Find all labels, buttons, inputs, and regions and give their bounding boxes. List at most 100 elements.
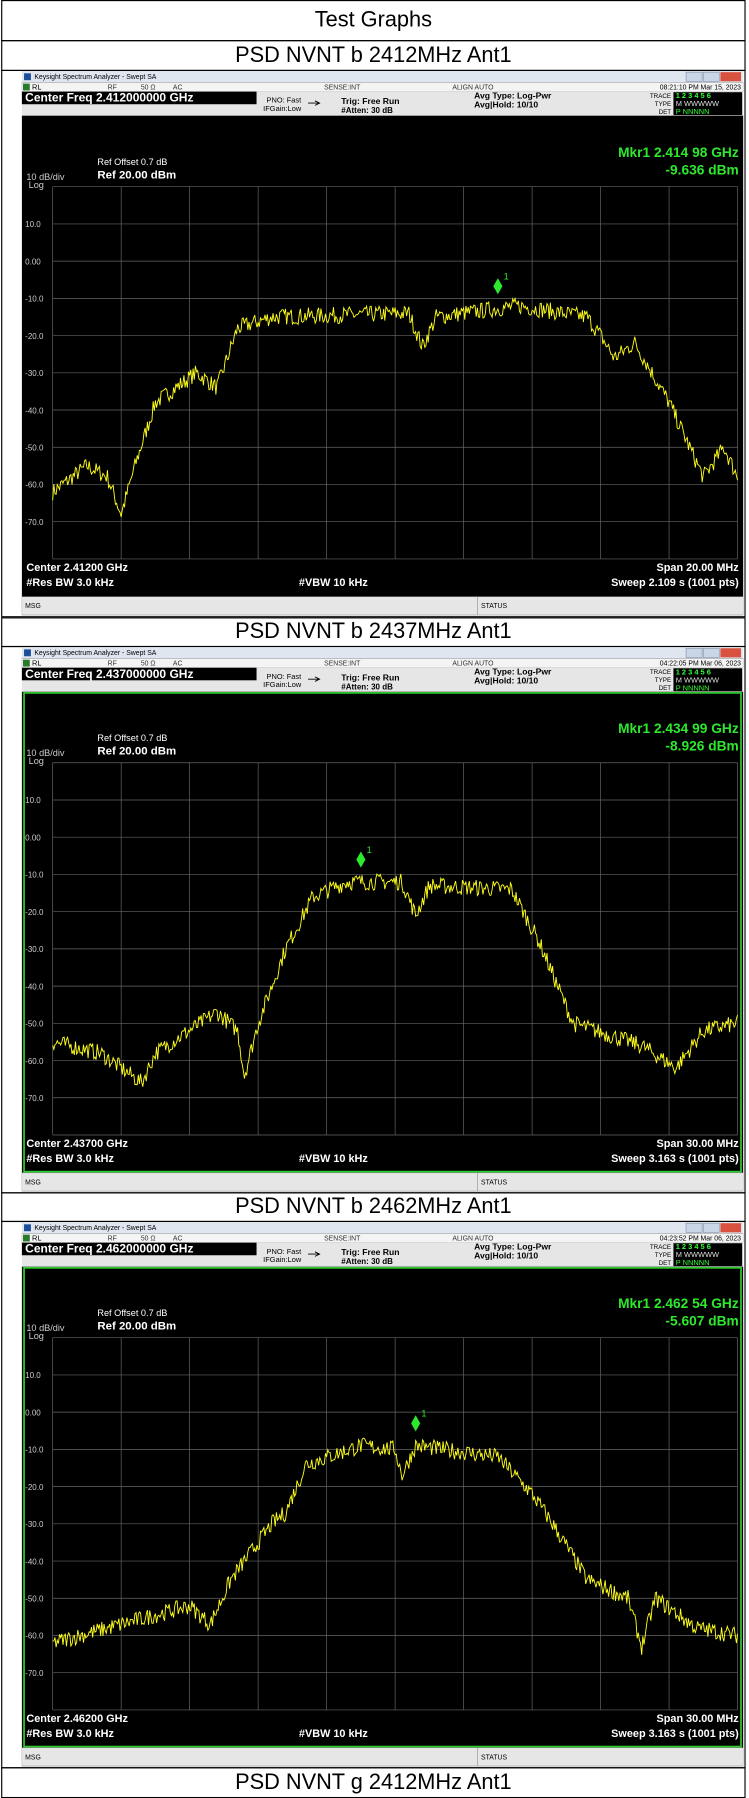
det-vals: P NNNNN <box>676 1258 710 1267</box>
msg: MSG <box>25 1754 41 1761</box>
status: STATUS <box>481 1179 507 1186</box>
scale-div: 10 dB/div <box>26 748 65 758</box>
status-icon <box>22 659 30 667</box>
type-label: TYPE <box>655 101 671 108</box>
title: Test Graphs <box>314 8 433 33</box>
scale-labels.1: 0.00 <box>25 1408 41 1417</box>
det-vals: P NNNNN <box>676 107 710 116</box>
app-title: Keysight Spectrum Analyzer - Swept SA <box>34 650 156 657</box>
center-freq: Center Freq 2.462000000 GHz <box>25 1242 193 1256</box>
rbw: #Res BW 3.0 kHz <box>26 1153 114 1165</box>
message-bar <box>21 596 744 616</box>
det-label: DET <box>659 1260 672 1267</box>
trigger-icon <box>308 676 321 682</box>
trace-nums: 1 2 3 4 5 6 <box>676 667 711 676</box>
graph-area <box>21 115 744 597</box>
center-freq: Center Freq 2.412000000 GHz <box>25 91 193 105</box>
det-vals: P NNNNN <box>676 683 710 692</box>
active-border <box>23 692 742 1173</box>
scale-labels.5: -40.0 <box>25 406 44 415</box>
scale-labels.4: -30.0 <box>25 1520 44 1529</box>
center-freq-box <box>21 91 257 105</box>
ref-level: Ref 20.00 dBm <box>97 169 176 181</box>
pno: PNO: Fast <box>266 96 302 105</box>
marker-id: 1 <box>367 845 372 855</box>
ref-offset: Ref Offset 0.7 dB <box>97 1308 167 1318</box>
caption: PSD NVNT g 2412MHz Ant1 <box>235 1770 512 1795</box>
marker-level: -9.636 dBm <box>665 162 738 177</box>
trace-box <box>673 1243 743 1267</box>
center-freq-box <box>21 667 257 681</box>
graph-area <box>21 691 744 1173</box>
scale-labels.8: -70.0 <box>25 1094 44 1103</box>
msg: MSG <box>25 603 41 610</box>
trig: Trig: Free Run <box>341 672 399 682</box>
ifgain: IFGain:Low <box>263 680 302 689</box>
avg-hold: Avg|Hold: 10/10 <box>474 676 538 686</box>
sweep: Sweep 3.163 s (1001 pts) <box>611 1153 739 1165</box>
atten: #Atten: 30 dB <box>341 682 393 691</box>
caption-row: PSD NVNT b 2462MHz Ant1 <box>1 1192 746 1223</box>
center-freq: Center Freq 2.437000000 GHz <box>25 667 193 681</box>
avg-type: Avg Type: Log-Pwr <box>474 667 552 677</box>
pno: PNO: Fast <box>266 672 302 681</box>
app-icon <box>24 649 31 657</box>
type-vals: M WWWWW <box>676 675 719 684</box>
impedance: 50 Ω <box>141 1235 156 1242</box>
scale-labels.4: -30.0 <box>25 945 44 954</box>
caption-row: PSD NVNT g 2412MHz Ant1 <box>1 1767 746 1798</box>
span: Span 30.00 MHz <box>657 1138 740 1150</box>
ifgain: IFGain:Low <box>263 104 302 113</box>
trigger-icon <box>308 100 321 106</box>
spectrum-screenshot: Keysight Spectrum Analyzer - Swept SA RL R… <box>21 647 744 1192</box>
scale-labels.7: -60.0 <box>25 1057 44 1066</box>
avg-hold: Avg|Hold: 10/10 <box>474 1251 538 1261</box>
type-label: TYPE <box>655 1252 671 1259</box>
status: STATUS <box>481 1754 507 1761</box>
trace <box>52 1437 739 1655</box>
scale-labels.2: -10.0 <box>25 871 44 880</box>
impedance: 50 Ω <box>141 661 156 668</box>
minimize-button <box>685 71 703 82</box>
scale-labels.7: -60.0 <box>25 481 44 490</box>
scale-labels.8: -70.0 <box>25 518 44 527</box>
coupling: AC <box>173 84 183 91</box>
screenshot-row: Keysight Spectrum Analyzer - Swept SA RL R… <box>1 1220 746 1769</box>
avg-type: Avg Type: Log-Pwr <box>474 1241 552 1251</box>
message-bar <box>21 1747 744 1767</box>
marker-diamond <box>356 851 366 868</box>
close-button <box>720 1223 742 1233</box>
sense: SENSE:INT <box>324 661 361 668</box>
vbw: #VBW 10 kHz <box>299 577 368 589</box>
scale-type: Log <box>29 180 44 190</box>
rl: RL <box>32 83 42 92</box>
app-title: Keysight Spectrum Analyzer - Swept SA <box>34 1225 156 1232</box>
marker: Mkr1 2.414 98 GHz <box>618 145 739 160</box>
screenshot-row: Keysight Spectrum Analyzer - Swept SA RL R… <box>1 69 746 618</box>
marker-id: 1 <box>504 272 509 282</box>
det-label: DET <box>659 109 672 116</box>
scale-labels.7: -60.0 <box>25 1632 44 1641</box>
det-label: DET <box>659 685 672 692</box>
span: Span 30.00 MHz <box>657 1713 740 1725</box>
trig: Trig: Free Run <box>341 1247 399 1257</box>
avg-type: Avg Type: Log-Pwr <box>474 90 552 100</box>
active-border <box>23 1266 742 1748</box>
title-row: Test Graphs <box>1 0 746 42</box>
screenshot-row: Keysight Spectrum Analyzer - Swept SA RL R… <box>1 645 746 1194</box>
coupling: AC <box>173 661 183 668</box>
graph-area <box>21 1266 744 1748</box>
scale-labels.3: -20.0 <box>25 332 44 341</box>
ref-level: Ref 20.00 dBm <box>97 745 176 757</box>
ref-level: Ref 20.00 dBm <box>97 1320 176 1332</box>
scale-labels.5: -40.0 <box>25 982 44 991</box>
marker-diamond <box>493 278 503 295</box>
status-icon <box>22 83 30 91</box>
title-bar <box>21 647 744 659</box>
align: ALIGN AUTO <box>452 84 493 91</box>
trig: Trig: Free Run <box>341 96 399 106</box>
scale-labels.8: -70.0 <box>25 1669 44 1678</box>
trigger-icon <box>308 1251 321 1257</box>
rl: RL <box>32 659 42 668</box>
caption: PSD NVNT b 2462MHz Ant1 <box>235 1194 512 1219</box>
